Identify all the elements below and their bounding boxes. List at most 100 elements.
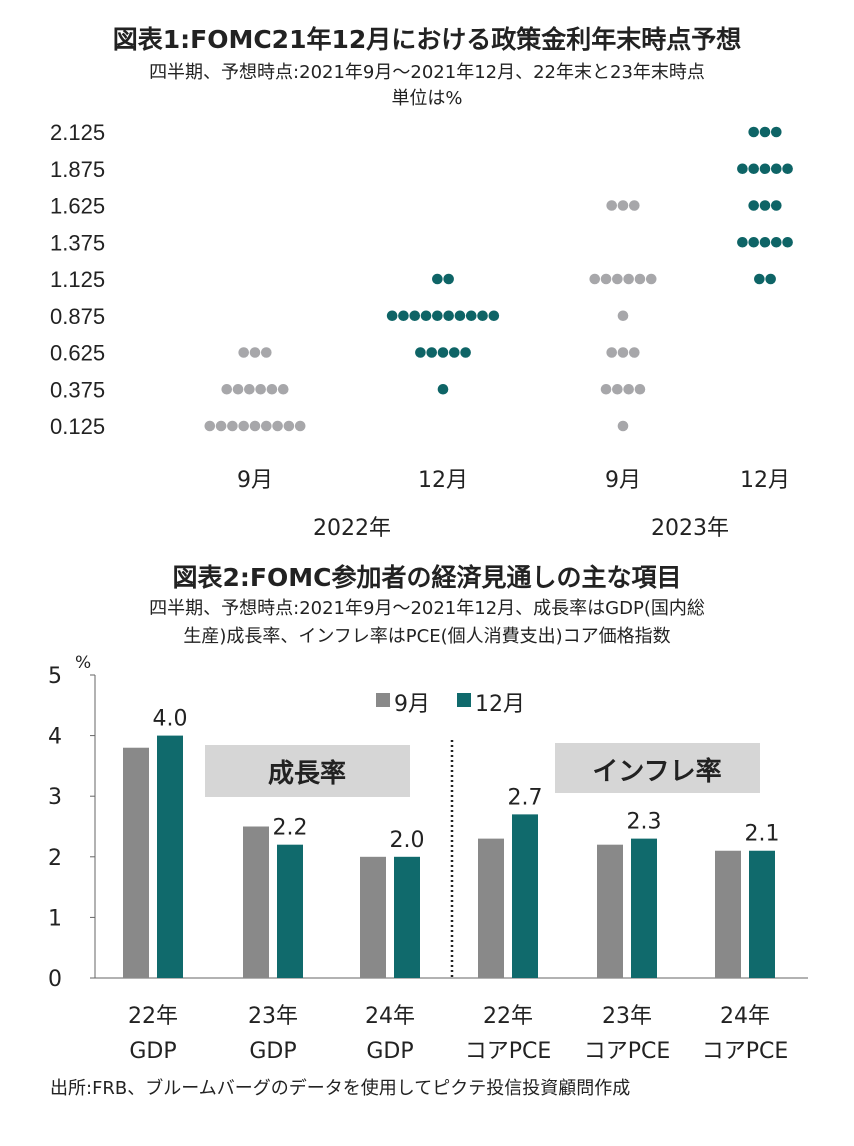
dot-dec xyxy=(759,200,771,211)
dot-sep xyxy=(612,273,623,285)
dot-sep xyxy=(238,347,249,358)
dot-sep xyxy=(204,420,216,432)
dot-dec xyxy=(420,310,432,322)
y-tick-label: 0.625 xyxy=(50,341,105,366)
chart2-title: 図表2:FOMC参加者の経済見通しの主な項目 xyxy=(172,563,682,592)
dot-dec xyxy=(426,347,438,358)
bar-sep xyxy=(123,747,149,978)
chart2-subtitle-2: 生産)成長率、インフレ率はPCE(個人消費支出)コア価格指数 xyxy=(183,626,671,647)
legend-label-sep: 9月 xyxy=(394,692,430,717)
x-tick-label: 9月 xyxy=(605,468,641,493)
dot-dec xyxy=(398,310,409,322)
dot-dec xyxy=(748,163,759,175)
x-tick-label: 24年 xyxy=(720,1004,770,1029)
bar-dec xyxy=(157,735,183,978)
y-tick-label: 0.875 xyxy=(50,304,105,329)
x-tick-label: 12月 xyxy=(418,468,468,493)
x-tick-label: GDP xyxy=(129,1039,176,1064)
data-label: 2.2 xyxy=(273,816,308,841)
dot-sep xyxy=(277,383,289,395)
dot-sep xyxy=(294,420,306,432)
dot-sep xyxy=(232,383,244,395)
dot-sep xyxy=(266,383,278,395)
dot-dec xyxy=(415,347,426,358)
dot-dec xyxy=(449,347,460,358)
x-tick-label: 12月 xyxy=(740,468,790,493)
legend-swatch-dec xyxy=(457,693,471,707)
dot-dec xyxy=(737,236,748,248)
dot-sep xyxy=(623,383,634,395)
dot-dec xyxy=(759,163,771,175)
dot-dec xyxy=(488,310,500,322)
bar-sep xyxy=(597,844,623,978)
annotation-box xyxy=(205,745,410,797)
dot-sep xyxy=(600,383,612,395)
x-tick-label: コアPCE xyxy=(702,1039,789,1064)
x-tick-label: 23年 xyxy=(602,1004,652,1029)
dot-dec xyxy=(782,236,793,248)
dot-dec xyxy=(771,126,782,138)
dot-dec xyxy=(737,163,748,175)
dot-sep xyxy=(600,273,612,285)
dot-dec xyxy=(454,310,466,322)
dot-dec xyxy=(748,126,759,138)
dot-sep xyxy=(249,420,261,432)
data-label: 4.0 xyxy=(153,707,188,732)
dot-sep xyxy=(221,383,233,395)
footer-source: 出所:FRB、ブルームバーグのデータを使用してピクテ投信投資顧問作成 xyxy=(50,1078,631,1099)
annotation-box xyxy=(555,743,760,793)
y-tick-label: 1.125 xyxy=(50,267,105,292)
dot-sep xyxy=(617,420,629,432)
legend-label-dec: 12月 xyxy=(475,692,525,717)
data-label: 2.0 xyxy=(390,828,425,853)
dot-sep xyxy=(261,420,272,432)
dot-sep xyxy=(617,310,629,322)
dot-sep xyxy=(244,383,255,395)
dot-dec xyxy=(386,310,398,322)
chart1-subtitle: 四半期、予想時点:2021年9月〜2021年12月、22年末と23年末時点 xyxy=(149,62,705,83)
y-axis-unit: % xyxy=(75,653,91,673)
dot-sep xyxy=(272,420,283,432)
dot-dec xyxy=(432,310,443,322)
dot-dec xyxy=(771,200,782,211)
dot-dec xyxy=(477,310,488,322)
dot-sep xyxy=(629,347,640,358)
dot-dec xyxy=(759,236,771,248)
dot-dec xyxy=(748,200,759,211)
data-label: 2.1 xyxy=(745,822,780,847)
dot-plot: 2.125 1.875 1.625 1.375 1.125 0.875 0.625 0.375… xyxy=(50,120,793,541)
bar-dec xyxy=(394,856,420,978)
chart1-unit: 単位は% xyxy=(391,88,463,109)
dot-dec xyxy=(443,310,454,322)
dot-sep xyxy=(634,273,646,285)
y-tick-label: 1.375 xyxy=(50,230,105,255)
dot-sep xyxy=(617,200,629,211)
dot-dec xyxy=(460,347,471,358)
annotation-inflation: インフレ率 xyxy=(592,756,721,787)
dot-dec xyxy=(432,273,443,285)
x-tick-label: GDP xyxy=(249,1039,296,1064)
dot-sep xyxy=(645,273,657,285)
dot-sep xyxy=(238,420,249,432)
y-tick-label: 3 xyxy=(48,785,62,810)
dot-dec xyxy=(759,126,771,138)
bar-sep xyxy=(243,826,269,978)
x-tick-label: 24年 xyxy=(365,1004,415,1029)
dot-sep xyxy=(261,347,272,358)
x-tick-label: 22年 xyxy=(128,1004,178,1029)
dot-dec xyxy=(754,273,765,285)
x-tick-label: 22年 xyxy=(483,1004,533,1029)
dot-dec xyxy=(765,273,776,285)
bar-dec xyxy=(512,814,538,978)
y-tick-label: 5 xyxy=(48,664,62,689)
y-tick-label: 4 xyxy=(48,725,62,750)
data-label: 2.3 xyxy=(627,810,662,835)
dot-sep xyxy=(612,383,623,395)
annotation-growth: 成長率 xyxy=(268,758,346,789)
dot-sep xyxy=(623,273,634,285)
y-tick-label: 1.875 xyxy=(50,157,105,182)
dot-sep xyxy=(283,420,295,432)
dot-sep xyxy=(634,383,646,395)
dot-sep xyxy=(606,347,617,358)
data-label: 2.7 xyxy=(508,785,543,810)
